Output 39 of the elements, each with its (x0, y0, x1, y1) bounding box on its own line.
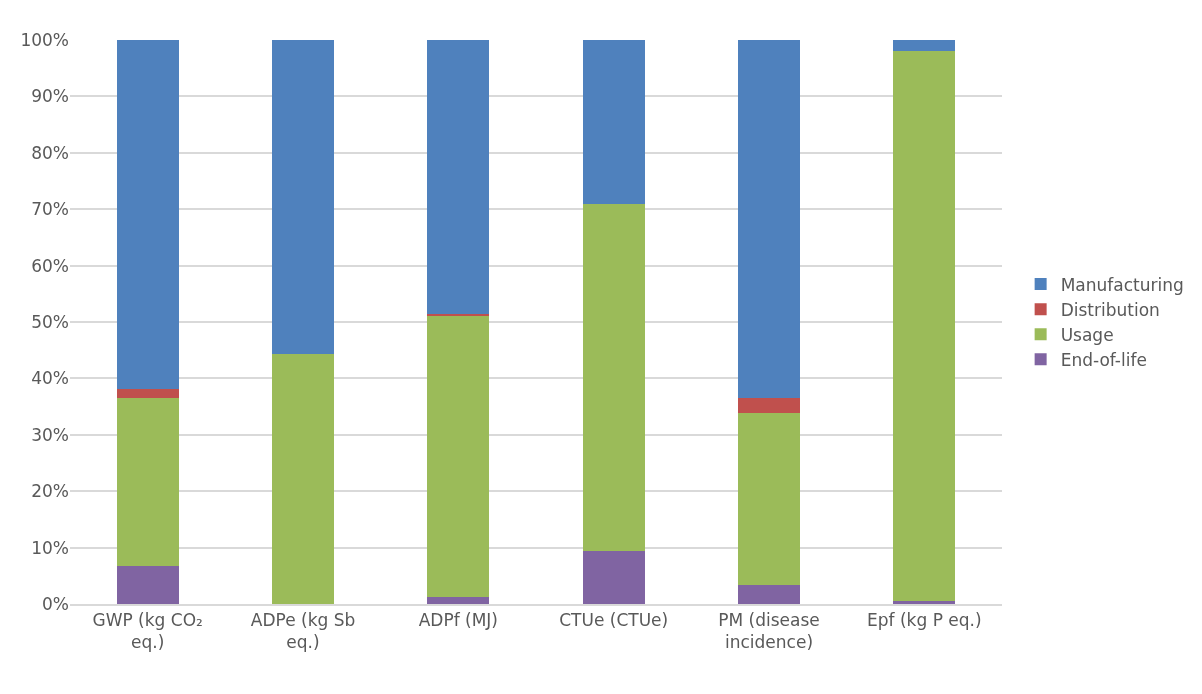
bar (737, 397, 801, 414)
bar (116, 388, 179, 398)
x-tick-label: PM (disease incidence) (718, 610, 820, 653)
bar (427, 597, 490, 604)
bar (737, 584, 801, 604)
y-tick-label: 20% (31, 481, 69, 502)
y-tick-label: 100% (20, 29, 69, 50)
bar (116, 40, 179, 389)
bar (271, 353, 335, 604)
legend-label: Distribution (1060, 299, 1160, 320)
y-tick-label: 60% (31, 255, 69, 276)
legend-label: Usage (1060, 324, 1114, 345)
legend-label: End-of-life (1060, 349, 1147, 370)
x-tick-label: GWP (kg CO₂ eq.) (92, 610, 203, 653)
y-tick-label: 0% (42, 593, 69, 614)
y-tick-label: 50% (31, 311, 69, 332)
bar (271, 40, 335, 354)
y-tick-label: 90% (31, 86, 69, 107)
bar (582, 550, 645, 604)
bar (582, 203, 645, 551)
legend-label: Manufacturing (1060, 274, 1184, 295)
bar (116, 397, 179, 566)
y-tick-label: 40% (31, 368, 69, 389)
x-tick-label: ADPf (MJ) (418, 610, 498, 631)
bar (427, 40, 490, 315)
bar (582, 40, 645, 204)
bar (893, 50, 956, 601)
y-tick-label: 10% (31, 537, 69, 558)
x-tick-label: CTUe (CTUe) (559, 610, 669, 631)
bar (737, 413, 801, 585)
y-tick-label: 70% (31, 199, 69, 220)
bar (427, 316, 490, 598)
bar (116, 565, 179, 604)
x-tick-label: Epf (kg P eq.) (867, 610, 982, 631)
y-tick-label: 80% (31, 142, 69, 163)
x-tick-label: ADPe (kg Sb eq.) (250, 610, 356, 653)
y-tick-label: 30% (31, 424, 69, 445)
bar (737, 40, 801, 398)
bar (893, 40, 956, 51)
